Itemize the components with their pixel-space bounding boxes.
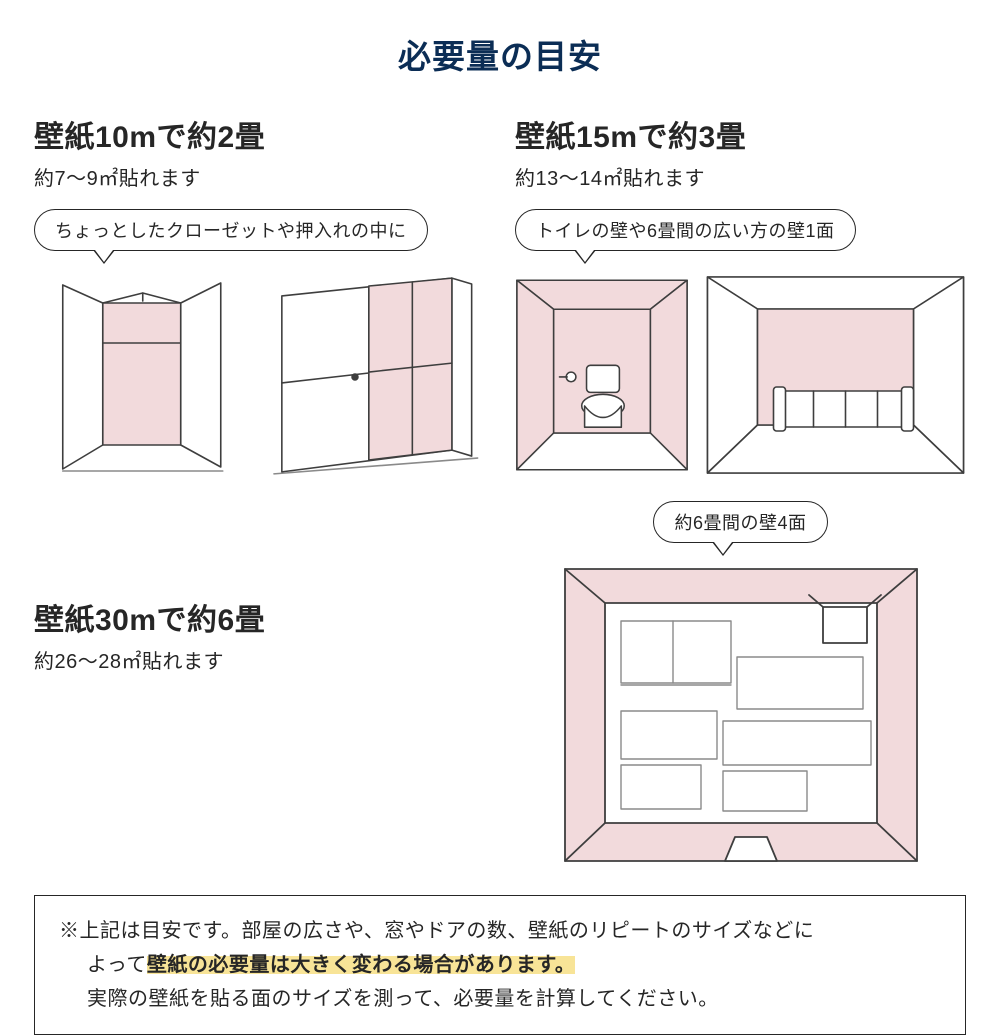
sub-10m: 約7～9㎡貼れます (34, 162, 485, 191)
illus-row-15m (515, 275, 966, 475)
note-line1: ※上記は目安です。部屋の広さや、窓やドアの数、壁紙のリピートのサイズなどに (59, 920, 814, 942)
illustration-oshiire (268, 275, 486, 475)
section-grid: 壁紙10mで約2畳 約7～9㎡貼れます ちょっとしたクローゼットや押入れの中に (34, 112, 966, 865)
heading-15m: 壁紙15mで約3畳 (515, 112, 966, 156)
note-line3: 実際の壁紙を貼る面のサイズを測って、必要量を計算してください。 (59, 982, 941, 1016)
note-line2-wrap: よって壁紙の必要量は大きく変わる場合があります。 (59, 948, 941, 982)
section-15m: 壁紙15mで約3畳 約13～14㎡貼れます トイレの壁や6畳間の広い方の壁1面 (515, 112, 966, 475)
bubble-10m: ちょっとしたクローゼットや押入れの中に (34, 209, 428, 251)
heading-30m: 壁紙30mで約6畳 (34, 595, 485, 639)
note-line2-prefix: よって (87, 954, 147, 976)
section-10m: 壁紙10mで約2畳 約7～9㎡貼れます ちょっとしたクローゼットや押入れの中に (34, 112, 485, 475)
illus-row-10m (34, 275, 485, 475)
section-30m: 壁紙30mで約6畳 約26～28㎡貼れます (34, 595, 485, 865)
bubble-15m: トイレの壁や6畳間の広い方の壁1面 (515, 209, 856, 251)
section-30m-illus-block: 約6畳間の壁4面 (515, 495, 966, 865)
page-title: 必要量の目安 (34, 30, 966, 78)
note-highlight: 壁紙の必要量は大きく変わる場合があります。 (147, 954, 576, 976)
illustration-toilet (515, 275, 689, 475)
illustration-closet (34, 275, 252, 475)
heading-10m: 壁紙10mで約2畳 (34, 112, 485, 156)
sub-30m: 約26～28㎡貼れます (34, 645, 485, 674)
sub-15m: 約13～14㎡貼れます (515, 162, 966, 191)
bubble-30m: 約6畳間の壁4面 (653, 501, 827, 543)
illustration-room-4walls (515, 565, 966, 865)
note-box: ※上記は目安です。部屋の広さや、窓やドアの数、壁紙のリピートのサイズなどに よっ… (34, 895, 966, 1035)
infographic-page: 必要量の目安 壁紙10mで約2畳 約7～9㎡貼れます ちょっとしたクローゼットや… (0, 0, 1000, 1035)
illustration-room-1wall (705, 275, 966, 475)
